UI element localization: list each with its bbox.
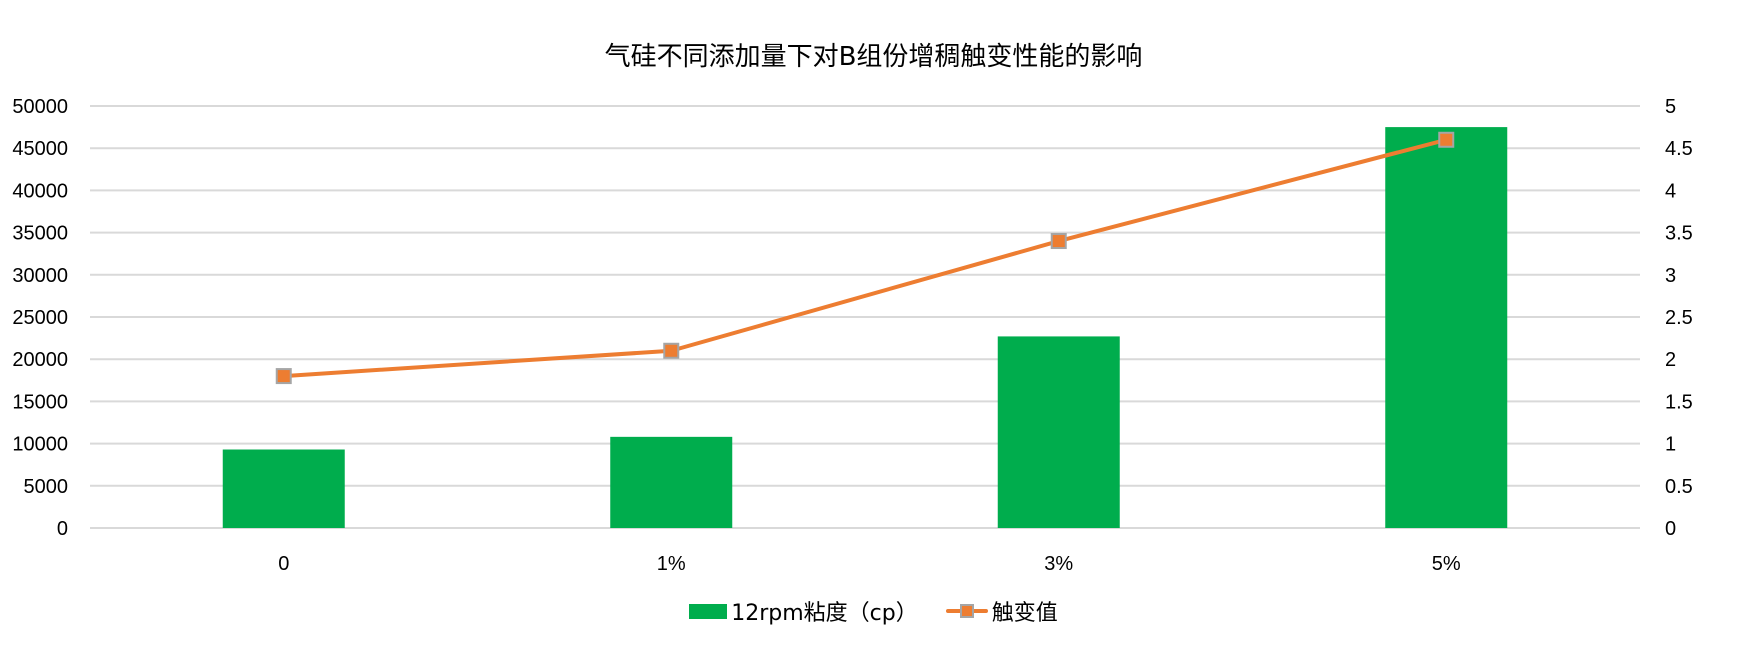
line-marker-swatch-icon (945, 603, 988, 619)
line-marker-icon (1438, 131, 1455, 148)
y-right-tick-label: 1 (1665, 434, 1676, 456)
x-tick-label: 5% (1432, 553, 1461, 575)
bar-swatch-icon (689, 603, 728, 619)
x-tick-label: 1% (657, 553, 686, 575)
x-tick-label: 3% (1044, 553, 1073, 575)
y-right-tick-label: 3 (1665, 265, 1676, 287)
legend-label-viscosity: 12rpm粘度（cp） (731, 601, 918, 626)
x-tick-label: 0 (278, 553, 289, 575)
y-left-tick-label: 20000 (12, 349, 68, 371)
y-right-tick-label: 4 (1665, 180, 1676, 202)
legend-item-thixotropy: 触变值 (945, 595, 1058, 627)
line-marker-icon (663, 342, 680, 359)
bar (1385, 127, 1508, 528)
bar (222, 449, 345, 528)
y-right-tick-label: 2 (1665, 349, 1676, 371)
y-right-tick-label: 2.5 (1665, 307, 1693, 329)
y-left-tick-label: 0 (57, 518, 68, 540)
y-left-tick-label: 30000 (12, 265, 68, 287)
line-marker-icon (275, 368, 292, 385)
y-right-tick-label: 4.5 (1665, 138, 1693, 160)
y-left-tick-label: 35000 (12, 223, 68, 245)
y-left-tick-label: 10000 (12, 434, 68, 456)
y-right-tick-label: 0.5 (1665, 476, 1693, 498)
y-left-tick-label: 40000 (12, 180, 68, 202)
bar (997, 336, 1120, 528)
y-left-tick-label: 5000 (24, 476, 69, 498)
chart-legend: 12rpm粘度（cp） 触变值 (0, 595, 1747, 627)
chart-title: 气硅不同添加量下对B组份增稠触变性能的影响 (604, 42, 1143, 72)
y-right-tick-label: 1.5 (1665, 391, 1693, 413)
line-series (281, 137, 1449, 379)
legend-label-thixotropy: 触变值 (991, 601, 1058, 626)
line-marker-icon (1050, 233, 1067, 250)
y-left-tick-label: 50000 (12, 96, 68, 118)
bar (610, 436, 733, 528)
y-left-tick-label: 45000 (12, 138, 68, 160)
y-right-tick-label: 3.5 (1665, 223, 1693, 245)
legend-item-viscosity: 12rpm粘度（cp） (689, 595, 918, 627)
y-left-tick-label: 15000 (12, 391, 68, 413)
y-right-tick-label: 0 (1665, 518, 1676, 540)
y-left-tick-label: 25000 (12, 307, 68, 329)
y-right-tick-label: 5 (1665, 96, 1676, 118)
